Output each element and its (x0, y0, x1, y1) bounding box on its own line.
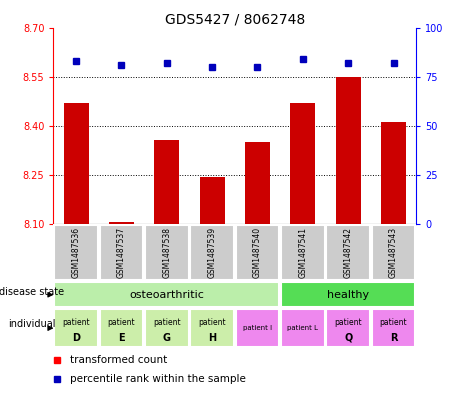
Bar (54, 224, 98, 281)
Bar (190, 224, 234, 281)
Text: D: D (72, 333, 80, 343)
Bar (372, 224, 415, 281)
Text: transformed count: transformed count (70, 354, 167, 365)
Title: GDS5427 / 8062748: GDS5427 / 8062748 (165, 12, 305, 26)
Text: R: R (390, 333, 397, 343)
Text: patient: patient (108, 318, 135, 327)
Text: G: G (163, 333, 171, 343)
Bar (281, 282, 415, 307)
Bar (54, 309, 98, 347)
Bar (100, 224, 143, 281)
Bar (190, 309, 234, 347)
Bar (54, 282, 279, 307)
Text: H: H (208, 333, 216, 343)
Text: GSM1487543: GSM1487543 (389, 227, 398, 278)
Bar (199, 176, 225, 224)
Text: healthy: healthy (327, 290, 369, 300)
Text: patient: patient (153, 318, 180, 327)
Text: GSM1487536: GSM1487536 (72, 227, 80, 278)
Text: patient: patient (334, 318, 362, 327)
Bar (154, 140, 179, 224)
Text: disease state: disease state (0, 287, 65, 297)
Bar (326, 309, 370, 347)
Bar (109, 222, 134, 224)
Text: patient I: patient I (243, 325, 272, 331)
Text: patient: patient (380, 318, 407, 327)
Bar (372, 309, 415, 347)
Text: GSM1487541: GSM1487541 (299, 227, 307, 278)
Text: percentile rank within the sample: percentile rank within the sample (70, 374, 246, 384)
Bar (236, 309, 279, 347)
Bar (281, 224, 325, 281)
Text: patient L: patient L (287, 325, 319, 331)
Text: E: E (118, 333, 125, 343)
Bar (381, 123, 406, 224)
Bar (245, 142, 270, 224)
Bar (100, 309, 143, 347)
Bar (64, 103, 89, 224)
Bar (281, 309, 325, 347)
Bar (290, 103, 315, 224)
Bar (326, 224, 370, 281)
Bar (145, 309, 189, 347)
Text: patient: patient (62, 318, 90, 327)
Bar (236, 224, 279, 281)
Text: GSM1487542: GSM1487542 (344, 227, 352, 278)
Bar (336, 77, 361, 224)
Text: individual: individual (8, 319, 56, 329)
Text: GSM1487537: GSM1487537 (117, 227, 126, 278)
Text: Q: Q (344, 333, 352, 343)
Bar (145, 224, 189, 281)
Text: GSM1487540: GSM1487540 (253, 227, 262, 278)
Text: GSM1487538: GSM1487538 (162, 227, 171, 278)
Text: osteoarthritic: osteoarthritic (129, 290, 204, 300)
Text: patient: patient (199, 318, 226, 327)
Text: GSM1487539: GSM1487539 (208, 227, 217, 278)
